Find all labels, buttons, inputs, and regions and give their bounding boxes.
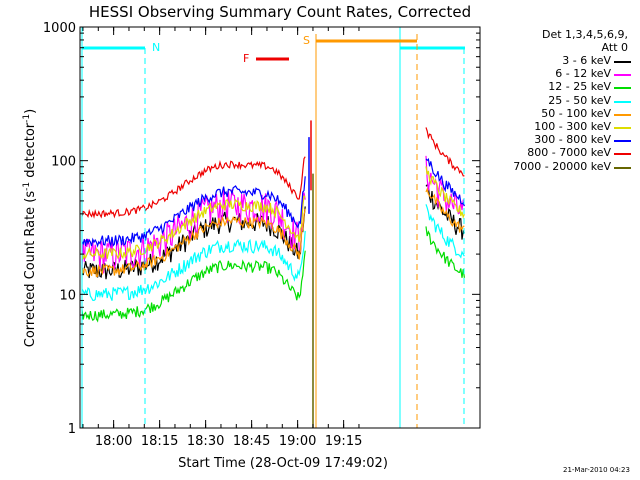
legend-entry: 800 - 7000 keV [527, 146, 611, 160]
series-trace [81, 250, 306, 323]
y-axis-label-mid: detector [23, 122, 38, 182]
legend-entry: 100 - 300 keV [534, 120, 611, 133]
legend-swatch [614, 127, 631, 129]
plot-frame [79, 26, 481, 429]
series-trace [425, 204, 465, 259]
series-trace [81, 156, 306, 219]
series-trace [425, 166, 465, 219]
night-flag-label: N [152, 41, 160, 54]
legend-entry: 3 - 6 keV [562, 54, 611, 67]
y-tick-label: 100 [51, 155, 76, 170]
x-tick-label: 18:45 [233, 434, 270, 449]
legend-swatch [614, 74, 631, 77]
flag-layer: N S F [81, 27, 465, 428]
y-tick-label: 1000 [43, 21, 76, 36]
series-trace [81, 206, 306, 280]
x-tick-label: 19:00 [279, 434, 316, 449]
series-trace [81, 176, 306, 248]
x-axis-label: Start Time (28-Oct-09 17:49:02) [178, 456, 388, 471]
series-trace [425, 157, 465, 207]
legend-swatch [614, 100, 631, 103]
axis-layer: 1 10 100 1000 18:00 18:15 18:30 18:45 19:00 19:15 [43, 21, 480, 449]
y-tick-label: 10 [59, 288, 76, 303]
legend-entry: 50 - 100 keV [541, 106, 611, 120]
legend-header: Att 0 [601, 41, 628, 54]
y-axis-label-main: Corrected Count Rate (s [23, 191, 38, 348]
y-axis-label: Corrected Count Rate (s-1 detector-1) [22, 109, 38, 347]
data-layer [81, 120, 465, 428]
x-tick-label: 18:30 [187, 434, 224, 449]
y-tick-label: 1 [68, 422, 76, 437]
legend-swatch [614, 153, 631, 156]
chart-title: HESSI Observing Summary Count Rates, Cor… [89, 3, 471, 21]
legend-entry: 12 - 25 keV [548, 80, 611, 94]
series-trace [425, 187, 465, 233]
x-tick-label: 18:00 [95, 434, 132, 449]
flare-flag-label: F [243, 52, 249, 65]
x-tick-label: 19:15 [325, 434, 362, 449]
series-trace [81, 230, 306, 302]
series-trace [81, 208, 306, 278]
legend-entry: 7000 - 20000 keV [513, 159, 611, 173]
series-trace [425, 226, 465, 278]
legend-header: Det 1,3,4,5,6,9, [541, 28, 628, 41]
legend-swatch [614, 113, 631, 116]
legend-swatch [614, 166, 631, 169]
y-axis-label-sup1: -1 [22, 182, 32, 191]
series-trace [81, 194, 306, 260]
legend-swatch [614, 140, 631, 143]
series-trace [425, 127, 465, 177]
legend-entry: 300 - 800 keV [534, 133, 611, 147]
legend-entry: 25 - 50 keV [548, 93, 611, 107]
plot-timestamp: 21-Mar-2010 04:23 [563, 466, 630, 474]
legend-swatch [614, 87, 631, 90]
y-axis-label-end: ) [23, 109, 38, 114]
saa-flag-label: S [303, 34, 310, 47]
legend-swatch [614, 61, 631, 63]
legend-entry: 6 - 12 keV [555, 67, 611, 81]
y-axis-label-sup2: -1 [22, 114, 32, 123]
x-tick-label: 18:15 [141, 434, 178, 449]
